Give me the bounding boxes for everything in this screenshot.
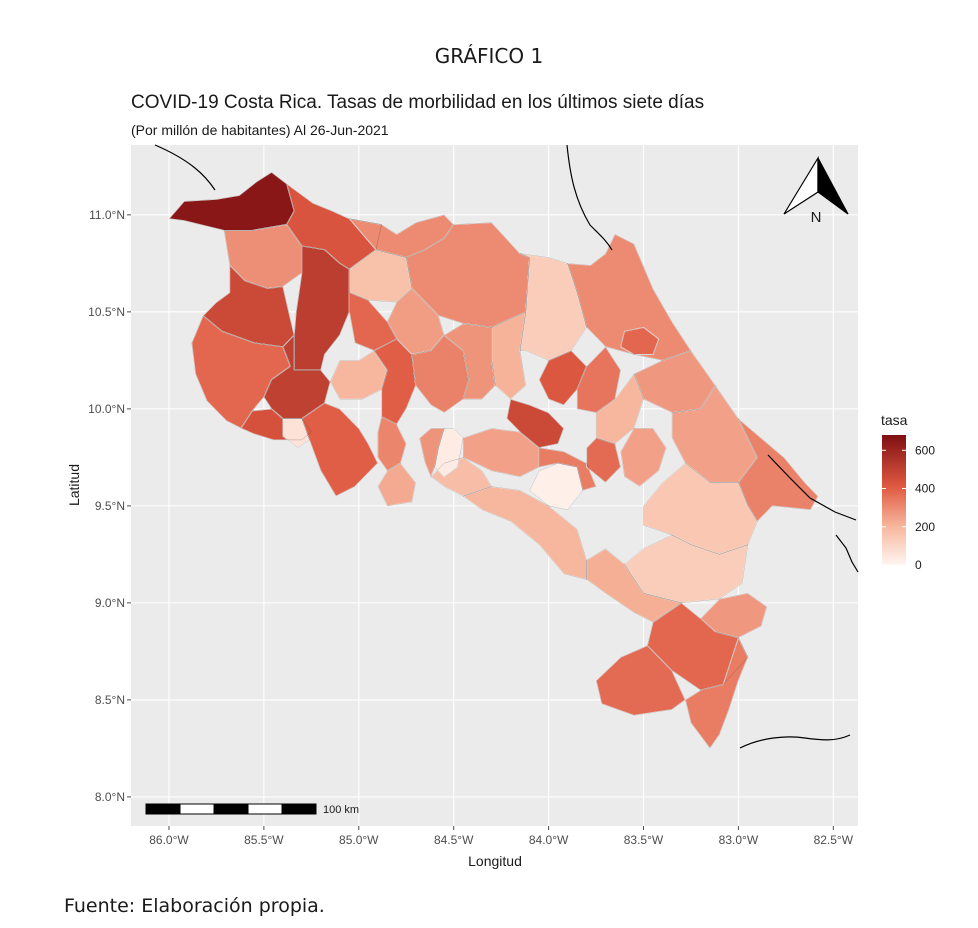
north-arrow-icon: N <box>783 155 849 226</box>
provinces-regions <box>168 171 819 749</box>
source-note: Fuente: Elaboración propia. <box>64 895 325 917</box>
region-outline <box>586 437 621 483</box>
region-outline <box>462 486 587 580</box>
legend-title: tasa <box>881 412 908 428</box>
scale-bar: 100 km <box>145 803 359 816</box>
chart-subtitle: (Por millón de habitantes) Al 26-Jun-202… <box>131 122 389 138</box>
color-legend: tasa 0 200 400 600 <box>881 412 935 572</box>
region-outline <box>595 645 686 716</box>
y-tick-label: 9.0°N <box>95 596 125 610</box>
neighbour-borders <box>154 144 859 749</box>
region-outline <box>738 418 819 522</box>
region-outline <box>620 327 659 355</box>
legend-colorbar <box>882 435 906 565</box>
region-outline <box>506 398 565 448</box>
y-tick-label: 8.5°N <box>95 693 125 707</box>
region-outline <box>240 408 312 441</box>
region-outline <box>620 428 667 487</box>
legend-tick-label: 200 <box>915 520 935 534</box>
region-outline <box>595 373 644 444</box>
region-outline <box>191 315 291 429</box>
north-arrow-label: N <box>811 209 822 226</box>
x-tick-label: 85.5°W <box>244 833 284 847</box>
region-outline <box>301 402 379 497</box>
region-outline <box>294 245 350 371</box>
y-tick-label: 10.5°N <box>88 305 125 319</box>
x-tick-label: 82.5°W <box>814 833 854 847</box>
y-tick-label: 10.0°N <box>88 402 125 416</box>
legend-tick-label: 400 <box>915 482 935 496</box>
region-outline <box>430 457 492 497</box>
scale-bar-label: 100 km <box>323 804 359 816</box>
region-outline <box>685 637 749 749</box>
region-outline <box>419 428 445 478</box>
y-tick-label: 11.0°N <box>89 208 125 222</box>
x-axis-title: Longitud <box>468 853 522 869</box>
region-outline <box>282 418 310 448</box>
region-outline <box>567 233 692 361</box>
x-tick-label: 84.0°W <box>529 833 569 847</box>
x-tick-label: 84.5°W <box>434 833 474 847</box>
y-tick-label: 8.0°N <box>95 790 125 804</box>
region-outline <box>377 462 416 507</box>
chart-title: COVID-19 Costa Rica. Tasas de morbilidad… <box>131 92 705 113</box>
region-outline <box>538 350 587 406</box>
y-axis: 11.0°N 10.5°N 10.0°N 9.5°N 9.0°N 8.5°N 8.0°N <box>88 208 131 804</box>
x-tick-label: 83.5°W <box>624 833 664 847</box>
x-tick-label: 86.0°W <box>149 833 189 847</box>
x-axis: 86.0°W 85.5°W 85.0°W 84.5°W 84.0°W 83.5°W 83.0… <box>149 826 854 847</box>
region-outline <box>538 447 597 491</box>
y-tick-label: 9.5°N <box>95 499 125 513</box>
legend-tick-label: 0 <box>915 558 922 572</box>
figure-heading: GRÁFICO 1 <box>434 44 544 68</box>
y-axis-title: Latitud <box>66 464 82 506</box>
region-outline <box>373 338 416 425</box>
x-tick-label: 83.0°W <box>719 833 759 847</box>
legend-tick-label: 600 <box>915 443 935 457</box>
x-tick-label: 85.0°W <box>339 833 379 847</box>
region-outline <box>586 548 682 623</box>
